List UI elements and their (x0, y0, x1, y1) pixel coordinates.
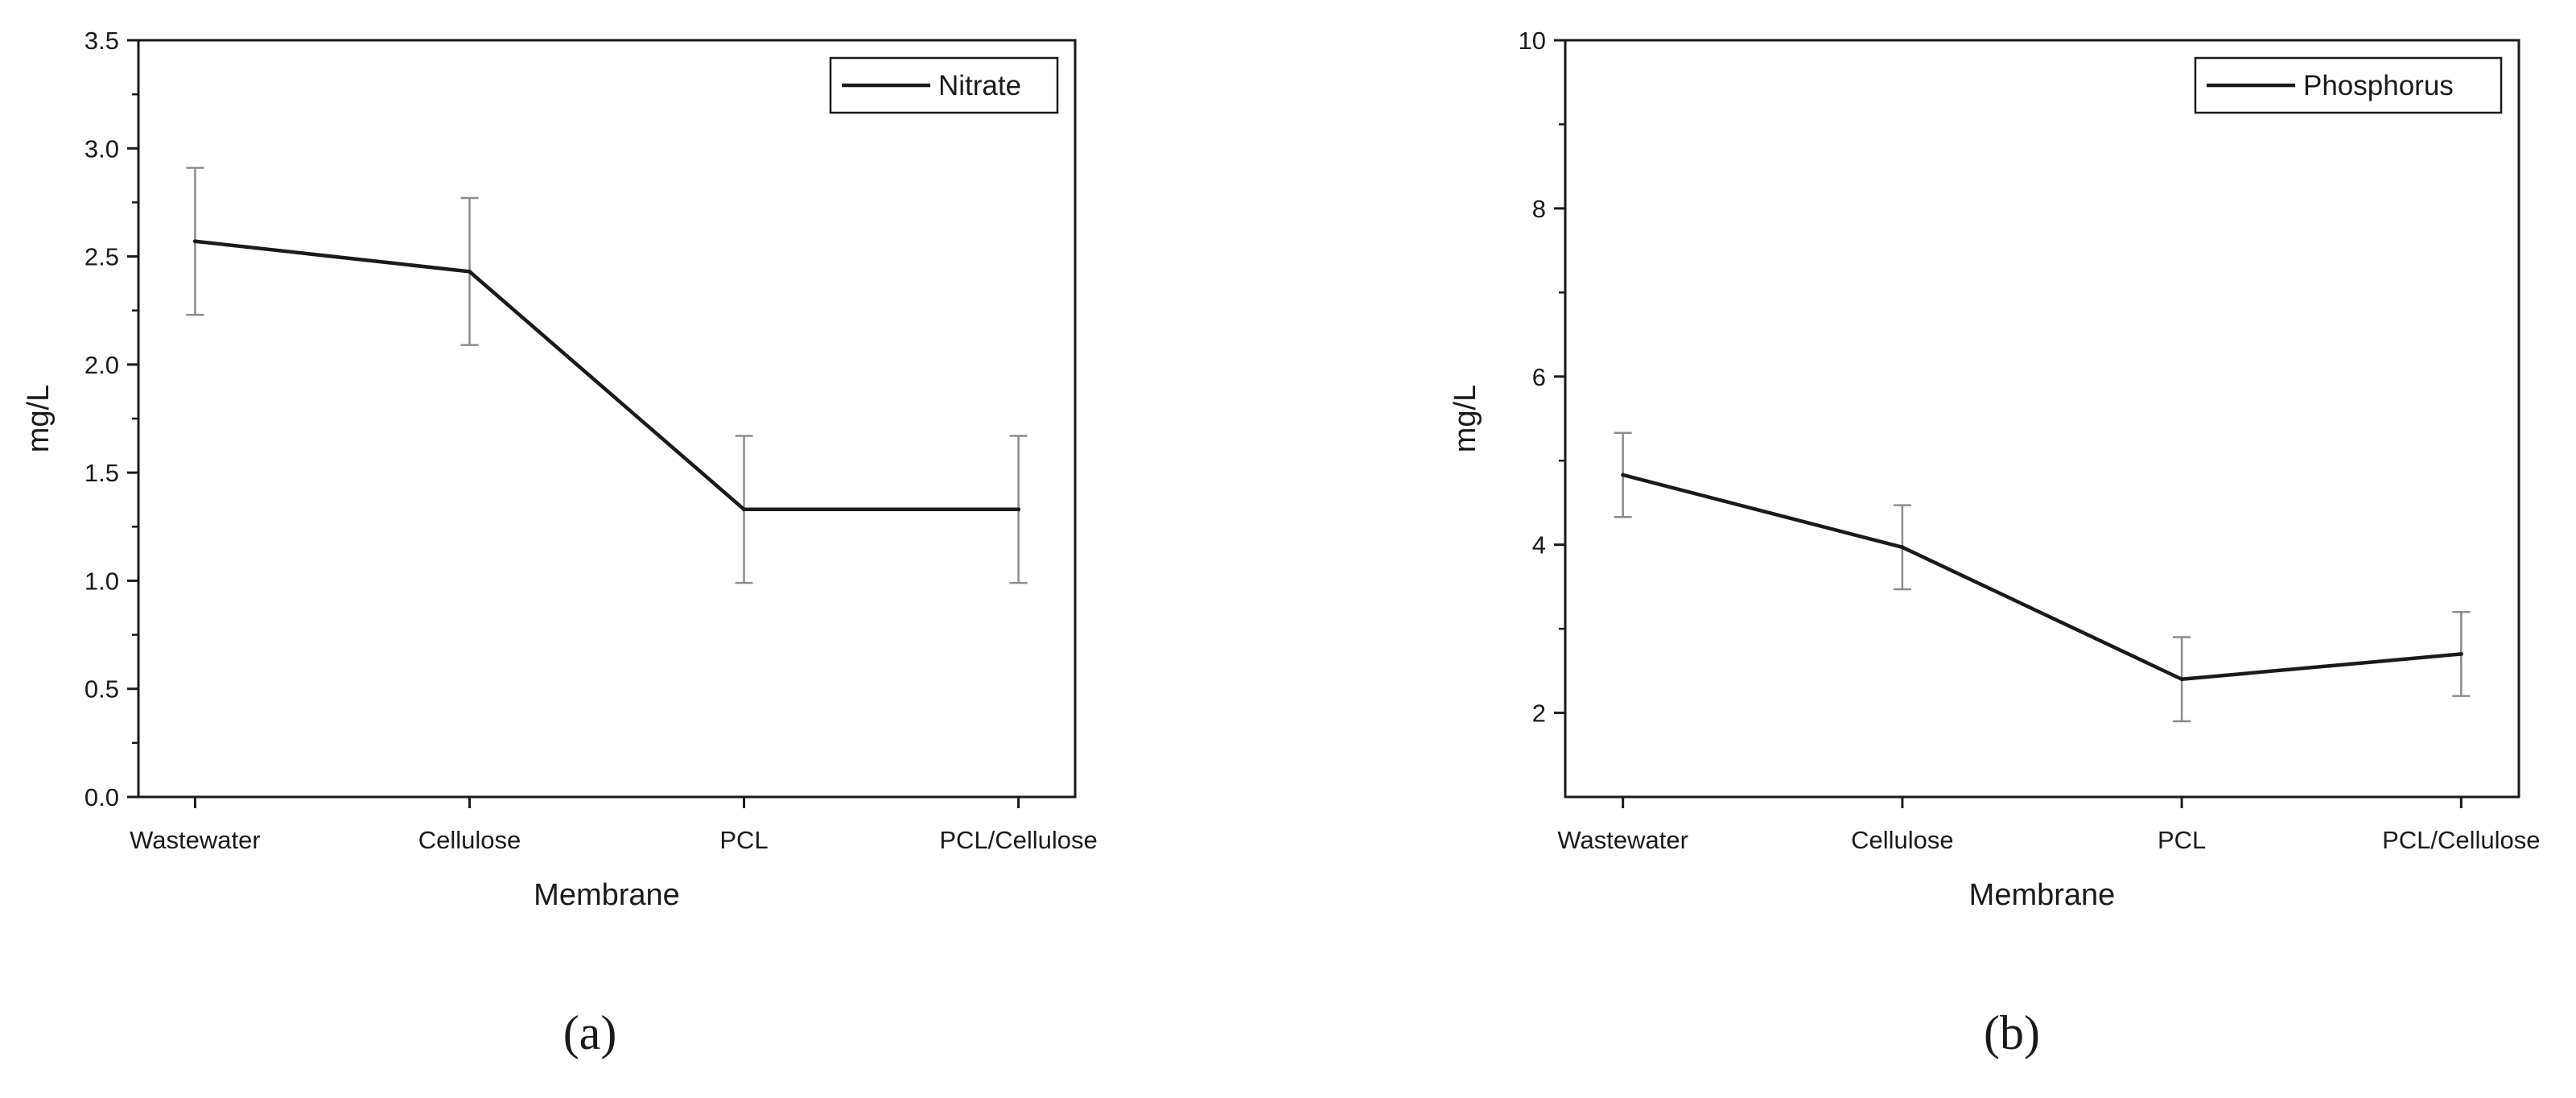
y-tick-label: 10 (1519, 27, 1546, 55)
data-point (467, 269, 472, 274)
x-tick-label: Cellulose (418, 826, 521, 854)
x-tick-label: Cellulose (1851, 826, 1954, 854)
x-tick-label: PCL/Cellulose (2382, 826, 2540, 854)
y-tick-label: 8 (1532, 195, 1546, 223)
data-point (742, 507, 747, 512)
x-tick-label: PCL (2158, 826, 2206, 854)
y-tick-label: 3.0 (84, 134, 119, 163)
chart-panel-b: 2 4 6 8 10 Wastewater Cellulose PCL PCL/Cellulos… (1449, 27, 2541, 1059)
x-tick-label: Wastewater (1557, 826, 1688, 854)
y-tick-label: 2.5 (84, 243, 119, 271)
legend-label: Phosphorus (2303, 70, 2454, 101)
x-tick-label: PCL (719, 826, 768, 854)
x-tick-label: PCL/Cellulose (939, 826, 1097, 854)
y-tick-label: 2 (1532, 700, 1546, 728)
plot-frame (1564, 39, 2520, 799)
y-tick-label: 1.5 (84, 459, 119, 487)
y-axis-title: mg/L (1449, 385, 1482, 452)
chart-panel-a: 0.0 0.5 1.0 1.5 2.0 2.5 3.0 3.5 Wastewater Cellul… (22, 27, 1098, 1059)
plot-frame (137, 39, 1077, 799)
data-point (192, 239, 197, 244)
data-point (1900, 545, 1905, 550)
series-line-phosphorus (1622, 473, 2462, 682)
y-tick-label: 3.5 (84, 27, 119, 55)
data-point (2179, 677, 2184, 682)
y-axis-title: mg/L (22, 385, 56, 452)
x-tick-label: Wastewater (130, 826, 261, 854)
panel-label: (b) (1984, 1006, 2040, 1059)
data-point (1016, 507, 1021, 512)
x-axis-title: Membrane (534, 878, 680, 912)
y-tick-label: 1.0 (84, 567, 119, 595)
y-tick-label: 2.0 (84, 351, 119, 379)
legend-label: Nitrate (938, 70, 1021, 101)
y-tick-label: 0.5 (84, 675, 119, 704)
y-tick-label: 0.0 (84, 783, 119, 811)
panel-label: (a) (563, 1006, 617, 1059)
data-point (2459, 651, 2463, 656)
data-point (1621, 473, 1626, 477)
x-axis-title: Membrane (1969, 878, 2116, 912)
y-tick-label: 6 (1532, 363, 1546, 391)
y-tick-label: 4 (1532, 531, 1546, 559)
series-line-nitrate (195, 239, 1019, 512)
